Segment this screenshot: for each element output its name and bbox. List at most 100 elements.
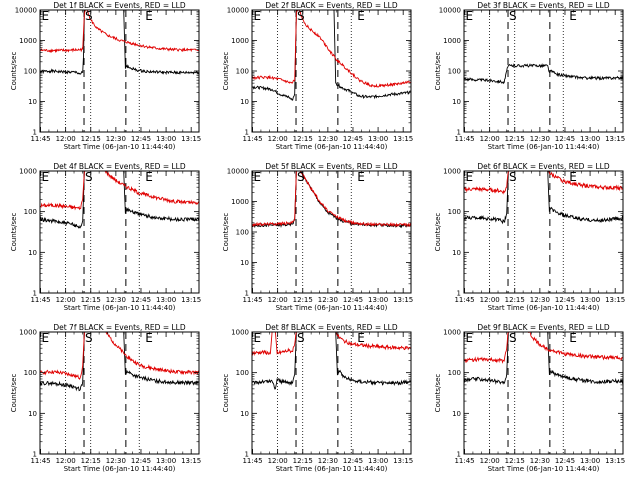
plot-frame bbox=[463, 9, 624, 133]
x-tick-label: 12:30 bbox=[318, 457, 338, 465]
x-tick-label: 12:45 bbox=[343, 457, 363, 465]
x-tick-label: 11:45 bbox=[454, 457, 474, 465]
series-line-lld bbox=[252, 171, 411, 228]
y-tick-label: 1 bbox=[33, 290, 37, 298]
x-tick-label: 12:15 bbox=[505, 457, 525, 465]
x-tick-label: 12:45 bbox=[555, 296, 575, 304]
y-tick-label: 100 bbox=[448, 369, 461, 377]
series-line-events bbox=[464, 62, 623, 85]
marker-sun: S bbox=[509, 331, 517, 345]
plot-frame bbox=[251, 331, 412, 455]
y-tick-label: 1 bbox=[245, 290, 249, 298]
x-axis-label: Start Time (06-Jan-10 11:44:40) bbox=[64, 465, 176, 473]
x-tick-label: 12:15 bbox=[81, 135, 101, 143]
plot-title: Det 5f BLACK = Events, RED = LLD bbox=[265, 162, 398, 171]
marker-end: E bbox=[569, 331, 577, 345]
x-tick-label: 12:45 bbox=[131, 457, 151, 465]
x-tick-label: 12:00 bbox=[480, 296, 500, 304]
y-tick-label: 100 bbox=[236, 369, 249, 377]
x-tick-label: 11:45 bbox=[242, 135, 262, 143]
plot-panel-2: Det 2f BLACK = Events, RED = LLD 1 10 100 10… bbox=[222, 1, 413, 151]
x-tick-label: 13:00 bbox=[368, 457, 388, 465]
y-tick-label: 1000 bbox=[19, 329, 37, 337]
x-tick-label: 13:15 bbox=[605, 296, 625, 304]
series-line-events bbox=[252, 10, 411, 101]
plot-title: Det 2f BLACK = Events, RED = LLD bbox=[265, 1, 398, 10]
series-line-lld bbox=[464, 171, 623, 195]
x-axis-label: Start Time (06-Jan-10 11:44:40) bbox=[488, 465, 600, 473]
y-axis-label: Counts/sec bbox=[434, 52, 442, 91]
plot-panel-8: Det 8f BLACK = Events, RED = LLD 1 10 100 10… bbox=[222, 323, 413, 473]
x-tick-label: 12:45 bbox=[555, 457, 575, 465]
x-tick-label: 13:00 bbox=[156, 135, 176, 143]
plot-panel-9: Det 9f BLACK = Events, RED = LLD 1 10 100 10… bbox=[434, 323, 625, 473]
plot-title: Det 6f BLACK = Events, RED = LLD bbox=[477, 162, 610, 171]
x-tick-label: 12:00 bbox=[268, 457, 288, 465]
plot-frame bbox=[39, 170, 200, 294]
x-tick-label: 12:00 bbox=[268, 135, 288, 143]
y-tick-label: 1 bbox=[245, 451, 249, 459]
y-tick-label: 10 bbox=[240, 259, 249, 267]
x-tick-label: 13:00 bbox=[156, 296, 176, 304]
y-tick-label: 1 bbox=[245, 129, 249, 137]
marker-sun: S bbox=[297, 170, 305, 184]
marker-end: E bbox=[357, 331, 365, 345]
x-tick-label: 13:15 bbox=[393, 296, 413, 304]
plot-title: Det 8f BLACK = Events, RED = LLD bbox=[265, 323, 398, 332]
x-tick-label: 12:15 bbox=[505, 296, 525, 304]
marker-start: E bbox=[42, 9, 50, 23]
x-tick-label: 13:15 bbox=[181, 296, 201, 304]
plot-title: Det 7f BLACK = Events, RED = LLD bbox=[53, 323, 186, 332]
series-line-events bbox=[252, 171, 411, 229]
marker-end: E bbox=[357, 9, 365, 23]
y-tick-label: 10000 bbox=[227, 7, 249, 15]
x-axis-label: Start Time (06-Jan-10 11:44:40) bbox=[488, 304, 600, 312]
y-tick-label: 10 bbox=[28, 410, 37, 418]
plot-panel-6: Det 6f BLACK = Events, RED = LLD 1 10 100 10… bbox=[434, 162, 625, 312]
y-tick-label: 1000 bbox=[443, 37, 461, 45]
series-line-lld bbox=[40, 10, 199, 54]
x-axis-label: Start Time (06-Jan-10 11:44:40) bbox=[64, 304, 176, 312]
y-tick-label: 100 bbox=[236, 229, 249, 237]
marker-start: E bbox=[466, 9, 474, 23]
series-line-lld bbox=[252, 10, 411, 88]
y-tick-label: 1 bbox=[33, 129, 37, 137]
x-tick-label: 12:00 bbox=[56, 135, 76, 143]
x-tick-label: 13:00 bbox=[580, 457, 600, 465]
x-tick-label: 13:15 bbox=[605, 135, 625, 143]
y-tick-label: 10 bbox=[240, 410, 249, 418]
plot-frame bbox=[251, 170, 412, 294]
x-tick-label: 12:30 bbox=[318, 135, 338, 143]
marker-end: E bbox=[145, 331, 153, 345]
series-line-events bbox=[40, 332, 199, 392]
x-tick-label: 13:15 bbox=[181, 135, 201, 143]
y-tick-label: 1000 bbox=[19, 37, 37, 45]
x-tick-label: 12:15 bbox=[81, 296, 101, 304]
x-tick-label: 12:45 bbox=[131, 296, 151, 304]
x-tick-label: 12:15 bbox=[293, 457, 313, 465]
marker-sun: S bbox=[509, 9, 517, 23]
marker-start: E bbox=[254, 9, 262, 23]
plot-title: Det 9f BLACK = Events, RED = LLD bbox=[477, 323, 610, 332]
y-tick-label: 100 bbox=[448, 68, 461, 76]
x-tick-label: 13:15 bbox=[393, 457, 413, 465]
x-tick-label: 11:45 bbox=[242, 296, 262, 304]
plot-panel-1: Det 1f BLACK = Events, RED = LLD 1 10 100 10… bbox=[10, 1, 201, 151]
y-axis-label: Counts/sec bbox=[434, 374, 442, 413]
plot-title: Det 1f BLACK = Events, RED = LLD bbox=[53, 1, 186, 10]
x-tick-label: 13:00 bbox=[580, 135, 600, 143]
y-axis-label: Counts/sec bbox=[434, 213, 442, 252]
series-line-events bbox=[40, 10, 199, 76]
y-tick-label: 10 bbox=[452, 410, 461, 418]
x-tick-label: 13:15 bbox=[605, 457, 625, 465]
y-tick-label: 1000 bbox=[231, 198, 249, 206]
x-tick-label: 12:45 bbox=[343, 296, 363, 304]
marker-sun: S bbox=[85, 170, 93, 184]
y-tick-label: 10 bbox=[452, 98, 461, 106]
y-tick-label: 1000 bbox=[231, 37, 249, 45]
y-tick-label: 1000 bbox=[443, 329, 461, 337]
x-tick-label: 13:15 bbox=[393, 135, 413, 143]
marker-start: E bbox=[254, 170, 262, 184]
marker-end: E bbox=[569, 9, 577, 23]
y-tick-label: 1000 bbox=[231, 329, 249, 337]
